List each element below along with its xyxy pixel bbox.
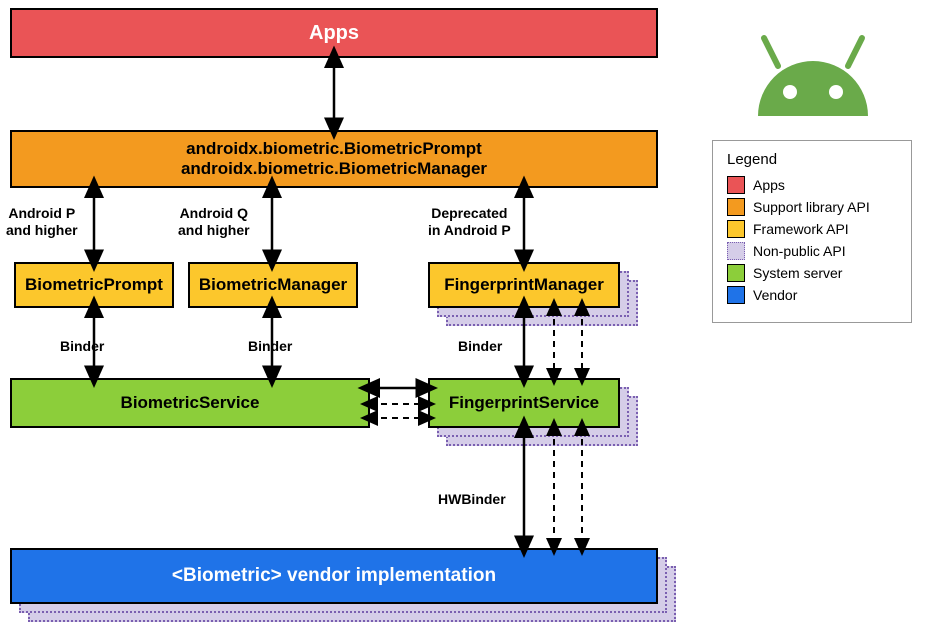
biometric-architecture-diagram: Apps androidx.biometric.BiometricPromptan…: [0, 0, 938, 632]
label-binder3: Binder: [458, 338, 502, 355]
legend-title: Legend: [727, 151, 897, 168]
box-fingerprint_manager-label: FingerprintManager: [444, 275, 604, 295]
legend-swatch-3: [727, 242, 745, 260]
box-fingerprint_manager: FingerprintManager: [428, 262, 620, 308]
legend-swatch-5: [727, 286, 745, 304]
legend-swatch-0: [727, 176, 745, 194]
label-deprecated: Deprecatedin Android P: [428, 205, 511, 239]
box-androidx-line2: androidx.biometric.BiometricManager: [181, 159, 487, 179]
box-androidx-line1: androidx.biometric.BiometricPrompt: [181, 139, 487, 159]
legend-item-1: Support library API: [727, 198, 897, 216]
label-android_q: Android Qand higher: [178, 205, 250, 239]
box-biometric_service: BiometricService: [10, 378, 370, 428]
legend: Legend Apps Support library API Framework …: [712, 140, 912, 323]
legend-label-0: Apps: [753, 177, 785, 193]
box-androidx: androidx.biometric.BiometricPromptandroi…: [10, 130, 658, 188]
box-biometric_manager-label: BiometricManager: [199, 275, 347, 295]
android-logo-icon: [748, 6, 878, 131]
legend-item-2: Framework API: [727, 220, 897, 238]
legend-item-5: Vendor: [727, 286, 897, 304]
box-vendor: <Biometric> vendor implementation: [10, 548, 658, 604]
legend-label-3: Non-public API: [753, 243, 846, 259]
box-fingerprint_service-label: FingerprintService: [449, 393, 599, 413]
legend-label-5: Vendor: [753, 287, 797, 303]
legend-label-2: Framework API: [753, 221, 849, 237]
legend-swatch-1: [727, 198, 745, 216]
label-hwbinder: HWBinder: [438, 491, 506, 508]
box-biometric_service-label: BiometricService: [121, 393, 260, 413]
box-fingerprint_service: FingerprintService: [428, 378, 620, 428]
label-binder1: Binder: [60, 338, 104, 355]
legend-swatch-2: [727, 220, 745, 238]
box-vendor-label: <Biometric> vendor implementation: [172, 565, 496, 587]
legend-item-4: System server: [727, 264, 897, 282]
box-apps: Apps: [10, 8, 658, 58]
box-biometric_manager: BiometricManager: [188, 262, 358, 308]
label-android_p: Android Pand higher: [6, 205, 78, 239]
legend-item-0: Apps: [727, 176, 897, 194]
legend-swatch-4: [727, 264, 745, 282]
box-biometric_prompt: BiometricPrompt: [14, 262, 174, 308]
box-biometric_prompt-label: BiometricPrompt: [25, 275, 163, 295]
android-head: [758, 38, 868, 116]
box-apps-label: Apps: [309, 22, 359, 45]
legend-label-4: System server: [753, 265, 842, 281]
legend-label-1: Support library API: [753, 199, 870, 215]
label-binder2: Binder: [248, 338, 292, 355]
legend-item-3: Non-public API: [727, 242, 897, 260]
